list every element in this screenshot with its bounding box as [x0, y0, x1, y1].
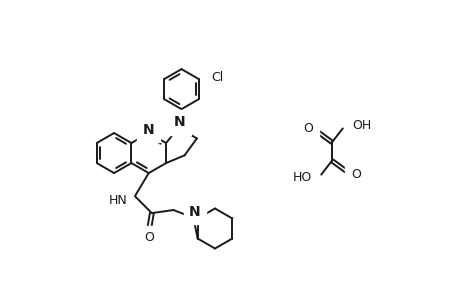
- Text: O: O: [144, 231, 153, 244]
- Text: O: O: [302, 122, 313, 135]
- Text: OH: OH: [351, 119, 370, 132]
- Text: N: N: [173, 115, 185, 129]
- Text: HN: HN: [109, 194, 128, 206]
- Text: HO: HO: [292, 171, 311, 184]
- Text: N: N: [189, 205, 200, 219]
- Text: O: O: [350, 168, 360, 181]
- Text: N: N: [143, 123, 154, 137]
- Text: Cl: Cl: [211, 71, 223, 84]
